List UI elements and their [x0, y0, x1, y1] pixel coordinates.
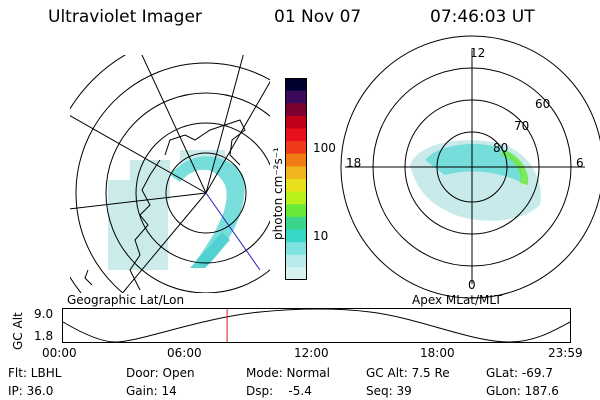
noon-meridian — [205, 192, 261, 271]
mlt-label-18: 18 — [346, 156, 362, 170]
lat-label-80: 80 — [493, 141, 509, 155]
status-glon: GLon: 187.6 — [486, 384, 559, 398]
time-label: 07:46:03 UT — [430, 7, 535, 27]
colorbar-swatch — [285, 229, 307, 243]
date-label: 01 Nov 07 — [274, 7, 362, 27]
timeline-xtick-3: 18:00 — [420, 346, 455, 360]
timeline-frame — [62, 308, 571, 343]
colorbar-swatch — [285, 191, 307, 205]
timeline-ytick-min: 1.8 — [34, 329, 54, 343]
colorbar-swatch — [285, 103, 307, 117]
colorbar-swatch — [285, 115, 307, 130]
colorbar-swatch — [285, 141, 307, 155]
timeline-ytick-max: 9.0 — [34, 307, 54, 321]
aurora-tail — [190, 232, 230, 268]
apex-panel-label: Apex MLat/MLT — [412, 293, 502, 307]
timeline-xtick-1: 06:00 — [167, 346, 202, 360]
instrument-title: Ultraviolet Imager — [48, 7, 202, 27]
timeline-ylabel: GC Alt — [11, 312, 25, 350]
status-door: Door: Open — [126, 366, 195, 380]
colorbar-swatch — [285, 216, 307, 231]
colorbar-tick-10: 10 — [313, 229, 329, 243]
meridians — [70, 55, 270, 293]
latitude-circles — [70, 55, 270, 293]
lat-label-60: 60 — [535, 97, 551, 111]
status-filter: Flt: LBHL — [8, 366, 62, 380]
colorbar-swatch — [285, 153, 307, 167]
altitude-curve — [62, 308, 571, 343]
mlt-label-6: 6 — [576, 156, 584, 170]
status-gain: Gain: 14 — [126, 384, 177, 398]
status-glat: GLat: -69.7 — [486, 366, 553, 380]
status-dsp: Dsp: -5.4 — [246, 384, 312, 398]
geo-panel-label: Geographic Lat/Lon — [67, 293, 185, 307]
colorbar-tick-100: 100 — [313, 141, 336, 155]
colorbar-swatch — [285, 128, 307, 142]
colorbar-swatch — [285, 242, 307, 256]
colorbar-swatch — [285, 78, 307, 92]
colorbar-swatches — [285, 78, 307, 280]
apex-mlt-lines — [345, 50, 585, 284]
status-ip: IP: 36.0 — [8, 384, 54, 398]
colorbar-swatch — [285, 90, 307, 104]
mlt-label-12: 12 — [470, 46, 486, 60]
colorbar — [285, 78, 307, 280]
colorbar-swatch — [285, 254, 307, 268]
colorbar-swatch — [285, 204, 307, 218]
status-gc-alt: GC Alt: 7.5 Re — [366, 366, 450, 380]
colorbar-swatch — [285, 267, 307, 280]
coastline — [84, 119, 246, 291]
mlt-label-0: 0 — [468, 278, 476, 292]
status-mode: Mode: Normal — [246, 366, 330, 380]
lat-label-70: 70 — [514, 119, 530, 133]
status-seq: Seq: 39 — [366, 384, 412, 398]
timeline-xtick-4: 23:59 — [548, 346, 583, 360]
timeline-xtick-2: 12:00 — [294, 346, 329, 360]
colorbar-swatch — [285, 179, 307, 193]
geo-grid — [70, 55, 270, 293]
timeline-xtick-0: 00:00 — [42, 346, 77, 360]
apex-aurora-edge — [500, 150, 529, 185]
apex-aurora-core — [425, 144, 522, 182]
colorbar-swatch — [285, 166, 307, 180]
